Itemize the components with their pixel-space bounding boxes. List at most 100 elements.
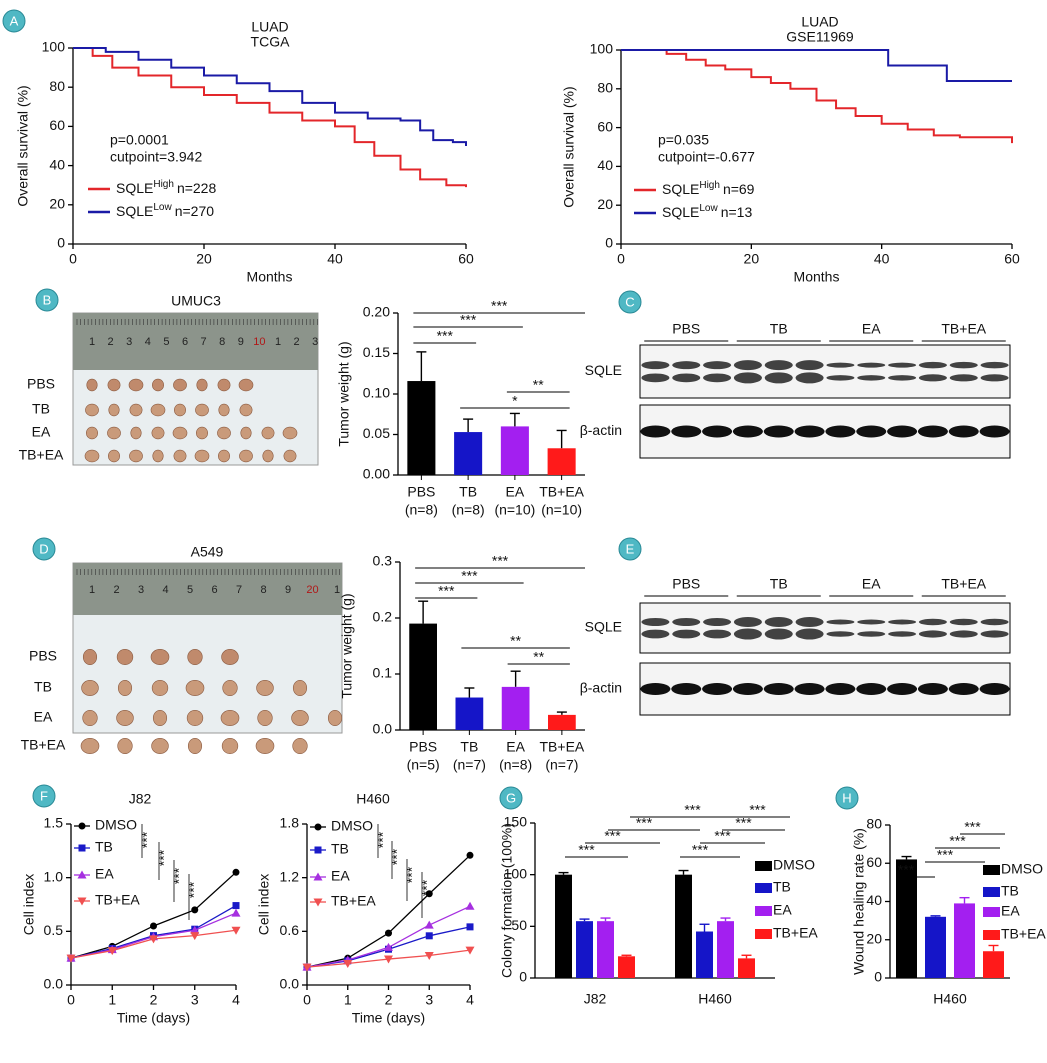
ruler-digit: 1 — [275, 336, 281, 348]
band — [641, 618, 670, 626]
x-tick-label: 20 — [196, 251, 212, 267]
y-tick-label: 0.10 — [363, 385, 390, 401]
y-tick-label: 0 — [57, 235, 65, 251]
tumor — [128, 378, 144, 392]
y-tick-label: 0.00 — [363, 466, 390, 482]
band — [641, 629, 670, 639]
tumor — [150, 403, 166, 417]
point — [424, 920, 434, 929]
y-tick-label: 0.05 — [363, 425, 390, 441]
blot-row-label: β-actin — [580, 680, 622, 696]
blot-group: PBS — [672, 321, 700, 337]
band — [764, 628, 793, 640]
tumor — [194, 449, 210, 463]
legend-marker — [313, 872, 323, 881]
band — [917, 683, 948, 695]
band — [733, 617, 762, 627]
y-tick-label: 100 — [504, 865, 528, 881]
y-tick-label: 0.0 — [280, 976, 300, 992]
legend-swatch — [983, 865, 1000, 875]
photo-title: A549 — [191, 544, 224, 560]
point — [465, 946, 475, 955]
row-label: TB+EA — [21, 737, 66, 753]
band — [703, 618, 732, 626]
tumor — [239, 449, 253, 463]
legend-swatch — [755, 861, 772, 871]
bar — [500, 426, 529, 475]
band — [671, 425, 702, 438]
band — [888, 631, 917, 637]
band — [826, 619, 855, 625]
ruler-digit: 1 — [89, 584, 95, 596]
point — [466, 923, 474, 931]
x-tick-note: (n=8) — [499, 757, 532, 773]
ruler-digit: 1 — [334, 584, 340, 596]
blot — [639, 602, 1011, 654]
tumor — [108, 449, 120, 463]
ruler-digit: 2 — [294, 336, 300, 348]
band — [702, 425, 733, 438]
band — [764, 372, 793, 384]
band — [888, 375, 917, 381]
band — [826, 362, 855, 368]
y-axis-title: Cell index — [256, 874, 272, 935]
legend-label: TB — [95, 839, 113, 855]
ruler-digit: 9 — [285, 584, 291, 596]
row-label: PBS — [29, 648, 57, 664]
band — [949, 618, 978, 626]
bar — [717, 921, 734, 978]
bar — [576, 921, 593, 978]
x-axis-title: Months — [247, 269, 293, 285]
band — [703, 373, 732, 383]
x-tick-label: 3 — [191, 992, 199, 1008]
band — [887, 683, 918, 695]
y-tick-label: 0 — [519, 969, 527, 985]
bar — [896, 859, 917, 978]
tumor — [82, 649, 98, 665]
significance-label: *** — [389, 848, 405, 865]
blot — [639, 404, 1011, 459]
y-tick-label: 0 — [874, 969, 882, 985]
panel-letter: F — [40, 788, 48, 803]
point — [190, 932, 200, 941]
tumor — [292, 738, 308, 754]
band — [918, 374, 947, 382]
chart-title: J82 — [129, 791, 152, 807]
legend-swatch — [755, 883, 772, 893]
band — [732, 425, 763, 438]
band — [888, 362, 917, 368]
y-tick-label: 60 — [866, 854, 882, 870]
y-tick-label: 0.15 — [363, 344, 390, 360]
x-tick-note: (n=5) — [407, 757, 440, 773]
bar — [696, 931, 713, 978]
bar — [983, 951, 1004, 978]
legend-label: TB+EA — [95, 892, 140, 908]
tumor — [327, 710, 343, 726]
band — [640, 683, 671, 695]
y-axis-title: Wound healing rate (%) — [851, 828, 867, 975]
band — [825, 425, 856, 438]
x-tick-label: EA — [506, 739, 525, 755]
survival-curve — [621, 49, 1012, 83]
ruler-digit: 10 — [253, 336, 265, 348]
significance-label: *** — [636, 815, 653, 831]
chart-title: LUAD — [801, 14, 838, 30]
ruler-digit: 3 — [138, 584, 144, 596]
survival-curve — [73, 47, 467, 188]
significance-label: *** — [949, 833, 966, 849]
ruler-digit: 3 — [312, 336, 318, 348]
y-tick-label: 0.0 — [44, 976, 64, 992]
tumor — [129, 449, 143, 463]
y-tick-label: 1.0 — [44, 868, 64, 884]
row-label: EA — [32, 424, 51, 440]
tumor — [187, 738, 203, 754]
legend-label: SQLELow n=270 — [116, 202, 214, 219]
legend-name: SQLE — [662, 204, 699, 220]
x-tick-label: 4 — [466, 992, 474, 1008]
legend-name: SQLE — [116, 203, 153, 219]
ruler-digit: 5 — [163, 336, 169, 348]
y-tick-label: 40 — [866, 892, 882, 908]
tumor — [172, 426, 188, 440]
blot-group: TB+EA — [941, 576, 986, 592]
point — [150, 922, 157, 930]
